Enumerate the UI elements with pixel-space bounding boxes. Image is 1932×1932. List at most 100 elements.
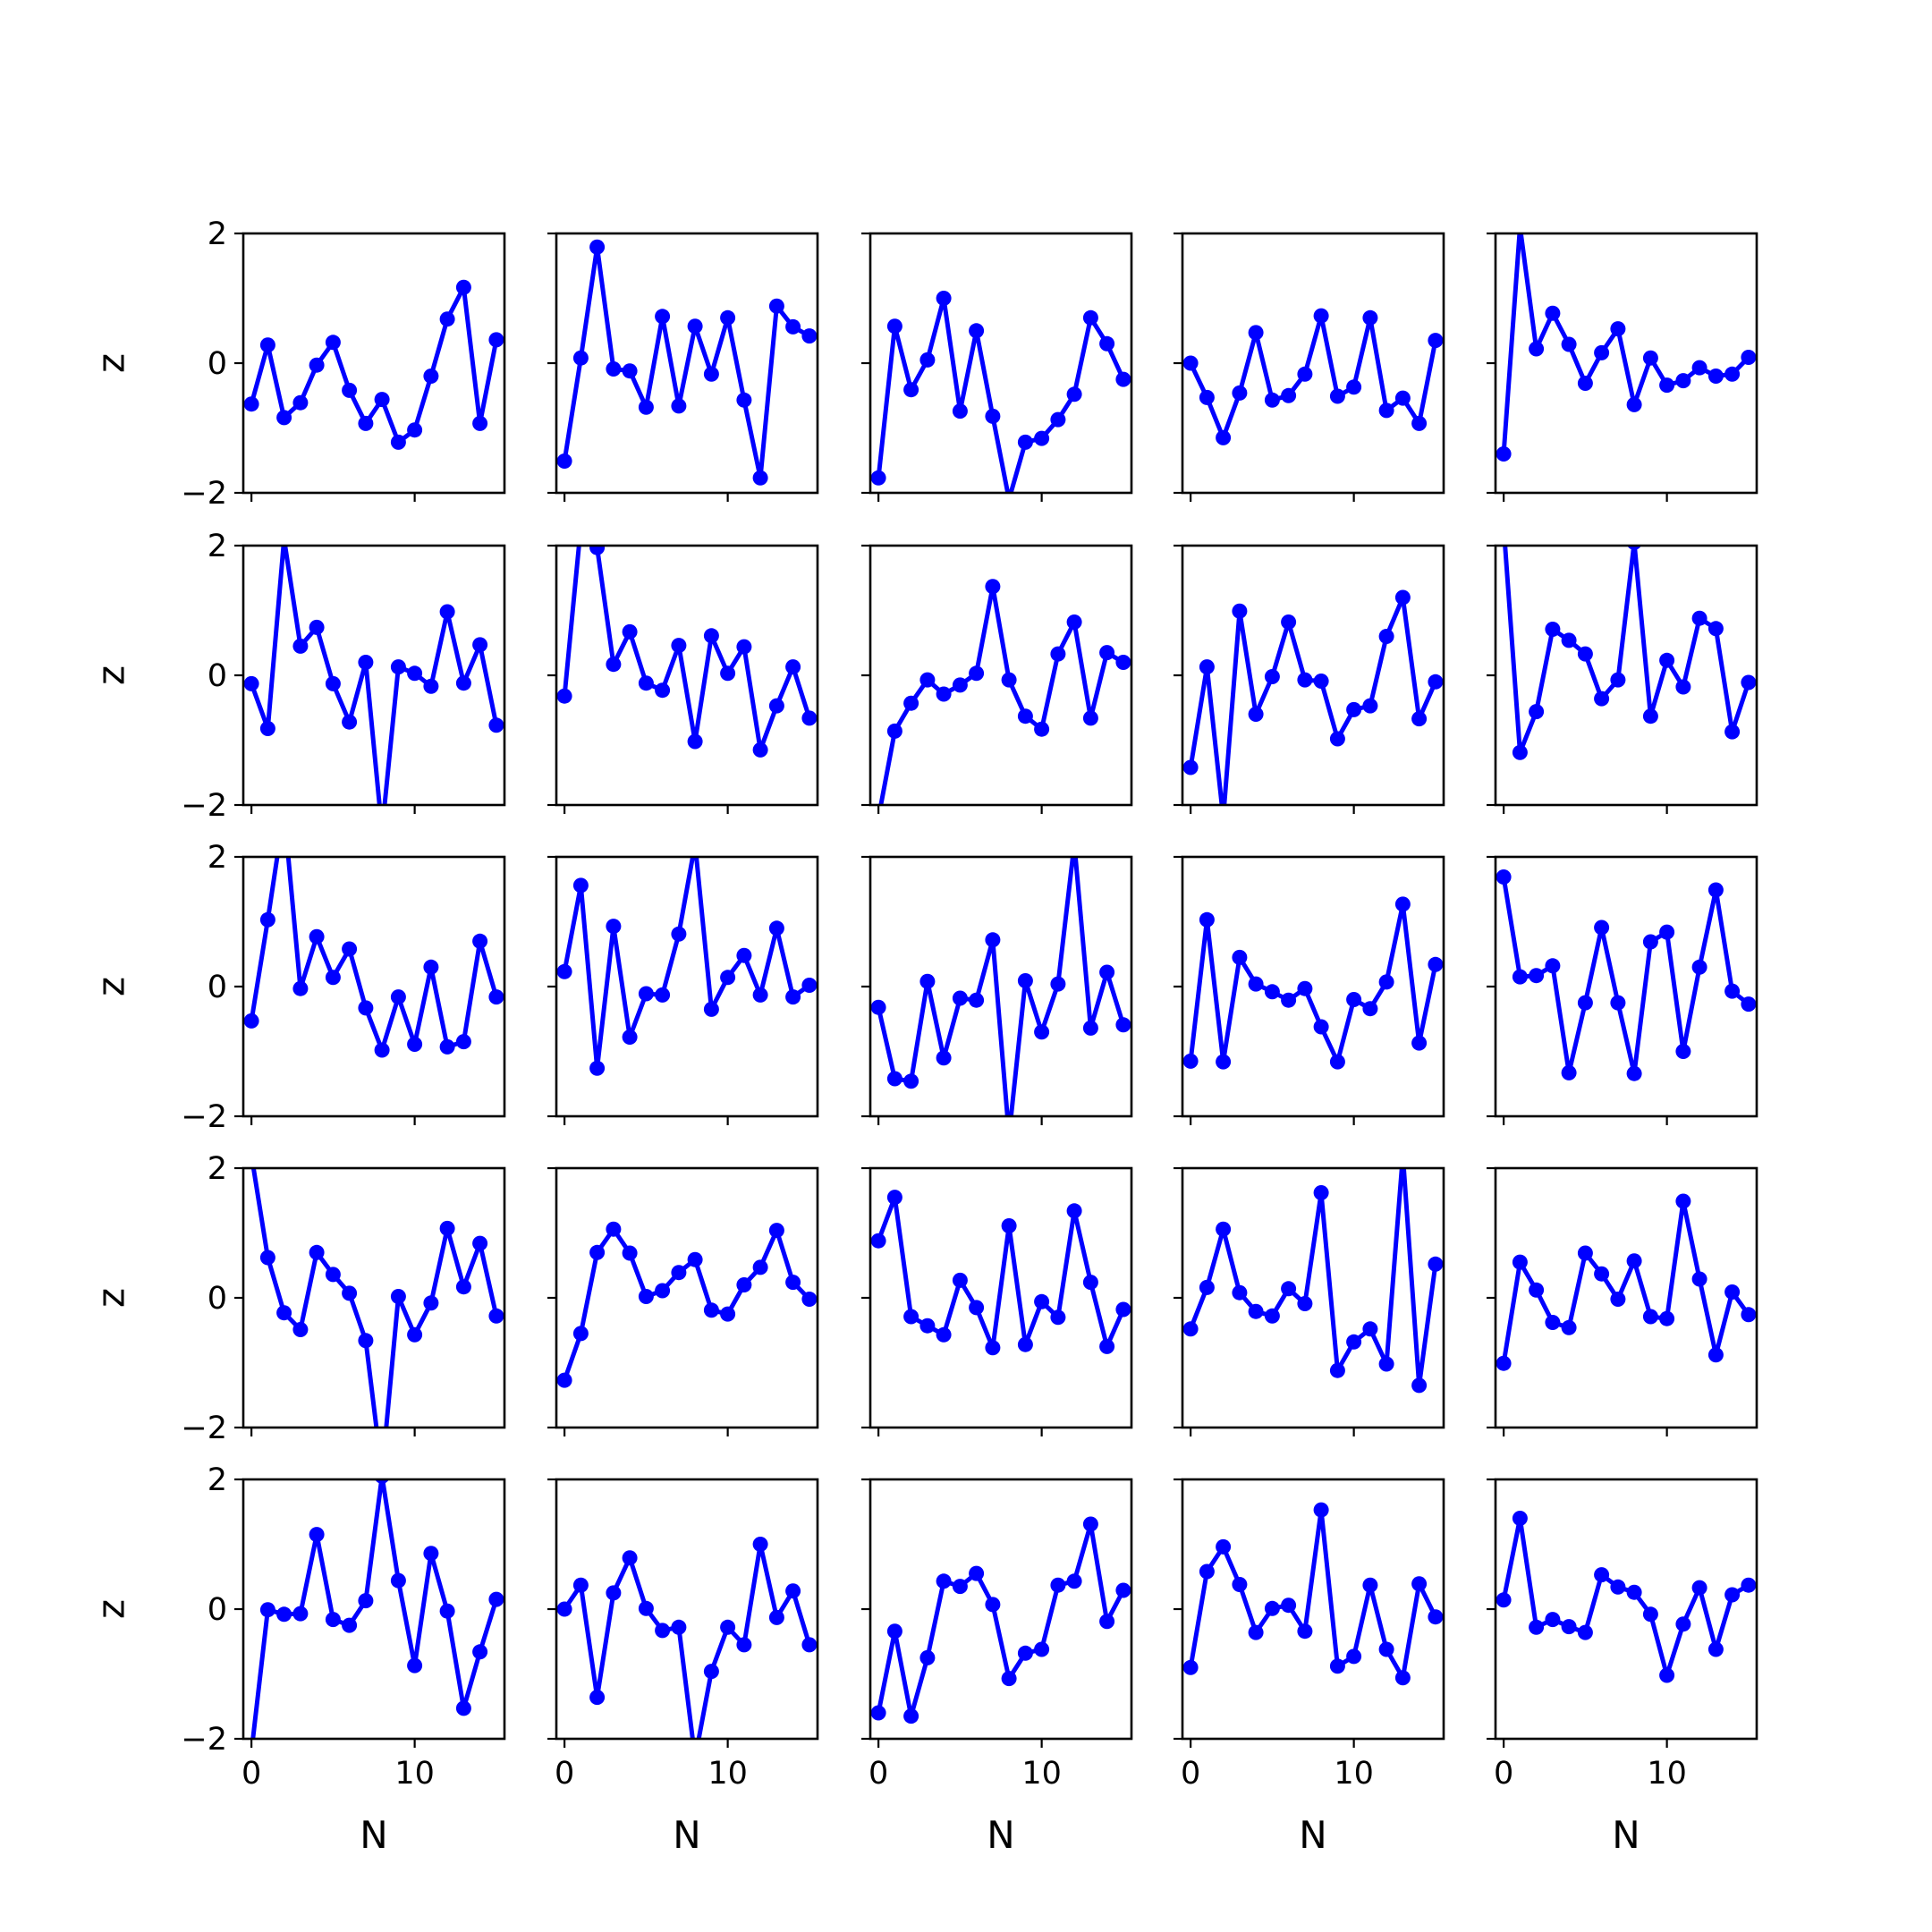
data-point	[1034, 430, 1050, 446]
panel-r1c3	[861, 232, 1133, 502]
data-point	[1050, 646, 1066, 662]
data-point	[785, 1583, 801, 1599]
data-point	[622, 1550, 638, 1566]
data-point	[1115, 371, 1131, 387]
data-point	[919, 1318, 936, 1334]
data-point	[276, 1305, 292, 1321]
data-point	[407, 1326, 423, 1343]
series-line	[562, 546, 812, 752]
data-point	[292, 1606, 309, 1622]
series-group	[1503, 546, 1757, 760]
data-point	[952, 990, 968, 1006]
data-point	[342, 941, 358, 957]
data-point	[243, 675, 259, 691]
data-point	[622, 1030, 638, 1045]
data-point	[703, 1001, 719, 1017]
data-point	[1050, 1577, 1066, 1593]
series-line	[249, 546, 499, 805]
y-axis-label: z	[89, 353, 133, 373]
data-point	[1610, 321, 1626, 337]
data-point	[736, 392, 752, 408]
data-point	[1594, 1567, 1610, 1583]
data-point	[1529, 968, 1545, 984]
series-group	[556, 546, 818, 758]
data-point	[606, 1585, 622, 1601]
data-point	[455, 1279, 471, 1295]
data-point	[785, 659, 801, 675]
data-point	[439, 1038, 455, 1055]
data-point	[1281, 1597, 1297, 1614]
data-point	[1001, 672, 1017, 688]
data-point	[1561, 1319, 1577, 1335]
data-point	[969, 1565, 985, 1581]
data-point	[606, 657, 622, 673]
data-point	[720, 1306, 736, 1322]
data-point	[1232, 949, 1248, 965]
data-point	[671, 1265, 687, 1281]
data-point	[325, 675, 341, 691]
data-point	[325, 1267, 341, 1283]
series-group	[1496, 1511, 1757, 1683]
data-point	[1496, 446, 1512, 462]
data-point	[1216, 1054, 1232, 1070]
data-point	[1313, 1185, 1329, 1200]
y-tick-label: −2	[181, 788, 227, 824]
data-point	[768, 1223, 784, 1239]
data-point	[259, 1602, 275, 1618]
data-point	[423, 678, 439, 694]
data-point	[969, 992, 985, 1008]
data-point	[589, 1690, 606, 1706]
panel-r1c4	[1174, 232, 1445, 502]
data-point	[1115, 1017, 1131, 1033]
data-point	[886, 318, 902, 335]
data-point	[1248, 707, 1264, 722]
data-point	[472, 415, 488, 431]
panel-r5c3: 0 10N	[861, 1478, 1133, 1857]
series-group	[870, 1190, 1131, 1356]
panel-r4c4	[1174, 1166, 1445, 1436]
data-point	[1099, 1338, 1115, 1354]
series-group	[1496, 233, 1757, 462]
data-point	[801, 1637, 818, 1653]
series-line	[563, 1542, 812, 1739]
y-tick-label: 0	[208, 1281, 227, 1317]
data-point	[768, 298, 784, 314]
data-point	[1034, 721, 1050, 737]
data-point	[1017, 434, 1033, 450]
data-point	[1066, 614, 1082, 630]
data-point	[1362, 309, 1378, 326]
data-point	[638, 675, 654, 691]
data-point	[1659, 377, 1675, 394]
data-point	[1034, 1024, 1050, 1040]
series-line	[878, 584, 1125, 805]
data-point	[1577, 1245, 1593, 1261]
data-point	[1297, 980, 1313, 996]
data-point	[1182, 759, 1199, 775]
data-point	[1264, 392, 1280, 408]
data-point	[1529, 704, 1545, 720]
series-line	[876, 1521, 1126, 1719]
data-point	[1529, 1282, 1545, 1298]
data-point	[903, 382, 919, 398]
data-point	[903, 1073, 919, 1089]
data-point	[985, 932, 1001, 948]
data-point	[358, 655, 374, 670]
series-line	[562, 857, 811, 1071]
data-point	[1512, 1511, 1528, 1526]
data-point	[1642, 1606, 1658, 1623]
data-point	[1724, 366, 1741, 382]
data-point	[870, 999, 886, 1015]
data-point	[1199, 389, 1215, 405]
data-point	[1741, 1577, 1757, 1593]
data-point	[1362, 698, 1378, 714]
data-point	[1659, 652, 1675, 668]
data-point	[325, 335, 341, 351]
data-point	[1741, 350, 1757, 365]
data-point	[903, 695, 919, 711]
data-point	[622, 623, 638, 640]
data-point	[1017, 708, 1033, 724]
data-point	[752, 470, 768, 486]
data-point	[1411, 711, 1428, 727]
data-point	[1281, 387, 1297, 403]
data-point	[1248, 976, 1264, 992]
